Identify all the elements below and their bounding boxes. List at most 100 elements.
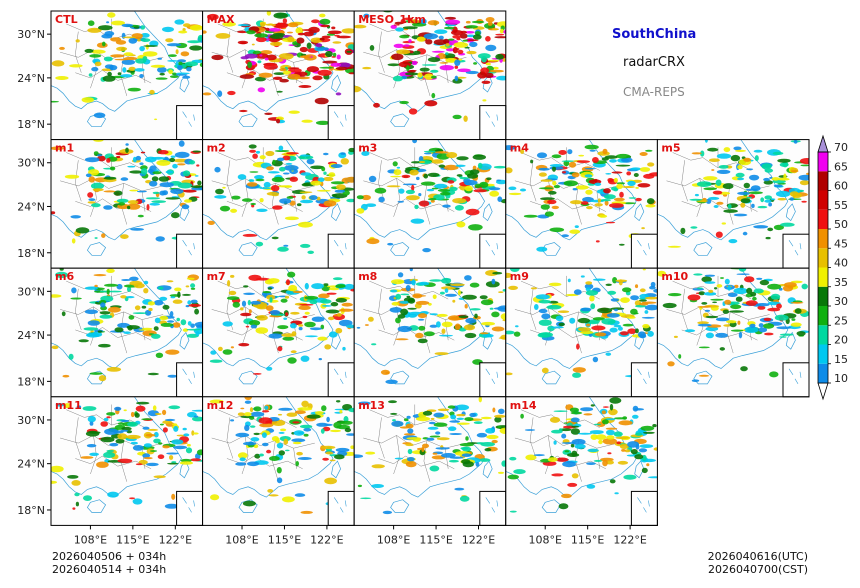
colorbar-segment: [818, 248, 828, 268]
panel-label: m3: [358, 142, 377, 155]
lat-tick-label: 18°N: [17, 375, 45, 388]
panel-label: m11: [55, 399, 82, 412]
south-china-sea-inset: [630, 490, 658, 526]
map-panel-m3: m3: [353, 139, 507, 269]
colorbar-segment: [818, 190, 828, 210]
coastline: [202, 139, 334, 241]
panel-label: MAX: [207, 13, 235, 26]
lat-tick-label: 24°N: [17, 458, 45, 471]
map-panel-m8: m8: [353, 267, 507, 398]
map-panel-max: MAX: [202, 10, 355, 141]
lon-tick-label: 108°E: [74, 533, 107, 546]
panel-label: m14: [510, 399, 537, 412]
south-china-sea-inset: [630, 362, 658, 398]
region-title: SouthChina: [612, 27, 697, 42]
colorbar-segment: [818, 286, 828, 306]
colorbar-tick-label: 65: [834, 160, 848, 173]
lon-tick-label: 115°E: [268, 533, 301, 546]
panel-label: m4: [510, 142, 529, 155]
colorbar-tick-label: 50: [834, 218, 848, 231]
map-panel-m7: m7: [202, 267, 355, 398]
colorbar-tick-label: 55: [834, 199, 848, 212]
colorbar-segment: [818, 267, 828, 287]
colorbar-low-extension: [817, 382, 829, 401]
coastline: [202, 11, 334, 112]
map-panel-m11: m11: [50, 396, 204, 526]
south-china-sea-inset: [176, 490, 204, 526]
product-title: radarCRX: [623, 55, 685, 70]
map-panel-m13: m13: [353, 396, 507, 526]
colorbar: 10 15 20 25 30 35 40 45 50 55 60 65 70: [817, 134, 848, 401]
lon-tick-label: 108°E: [225, 533, 258, 546]
lon-tick-label: 115°E: [419, 533, 452, 546]
colorbar-segment: [818, 152, 828, 172]
south-china-sea-inset: [479, 105, 507, 141]
init-time-cst: 2026040514 + 034h: [52, 563, 167, 576]
south-china-sea-inset: [479, 490, 507, 526]
panel-label: m7: [207, 270, 226, 283]
south-china-sea-inset: [327, 105, 355, 141]
valid-time-block: 2026040616(UTC) 2026040700(CST): [708, 550, 808, 576]
lat-tick-label: 30°N: [17, 414, 45, 427]
south-china-sea-inset: [327, 362, 355, 398]
init-time-block: 2026040506 + 034h 2026040514 + 034h: [52, 550, 166, 576]
south-china-sea-inset: [176, 362, 204, 398]
map-panel-m14: m14: [505, 396, 658, 526]
lon-tick-label: 122°E: [462, 533, 495, 546]
south-china-sea-inset: [176, 105, 204, 141]
lat-tick-label: 30°N: [17, 28, 45, 41]
system-title: CMA-REPS: [623, 85, 685, 99]
lat-tick-label: 24°N: [17, 72, 45, 85]
lon-tick-label: 108°E: [377, 533, 410, 546]
colorbar-high-extension: [817, 134, 829, 153]
coastline: [51, 11, 182, 112]
axis-ticks: 30°N 24°N 18°N 30°N 24°N 18°N 30°N 24°N 18°N 30°N…: [17, 28, 647, 546]
init-time-utc: 2026040506 + 034h: [52, 550, 167, 563]
lat-tick-label: 18°N: [17, 247, 45, 260]
colorbar-segment: [818, 171, 828, 191]
map-panel-meso_1km: MESO_1km: [353, 10, 507, 141]
panel-label: m1: [55, 142, 74, 155]
panel-label: CTL: [55, 13, 78, 26]
colorbar-tick-label: 60: [834, 180, 848, 193]
colorbar-tick-label: 10: [834, 372, 848, 385]
map-panel-m2: m2: [202, 139, 355, 269]
south-china-sea-inset: [630, 233, 658, 269]
colorbar-tick-label: 20: [834, 334, 848, 347]
map-panel-m9: m9: [505, 267, 658, 398]
panel-frame: [656, 267, 810, 398]
panel-grid: CTL MAX MESO_1km m1 m2 m3 m4 m5 m6 m7 m8 m9 m10 m11 m1…: [50, 10, 810, 526]
lon-tick-label: 122°E: [613, 533, 646, 546]
coastline: [354, 139, 486, 241]
valid-time-cst: 2026040700(CST): [708, 563, 808, 576]
valid-time-utc: 2026040616(UTC): [707, 550, 808, 563]
colorbar-tick-label: 30: [834, 295, 848, 308]
lat-tick-label: 30°N: [17, 285, 45, 298]
south-china-sea-inset: [327, 490, 355, 526]
colorbar-segment: [818, 306, 828, 326]
map-panel-m10: m10: [656, 267, 810, 398]
coastline: [202, 396, 334, 498]
colorbar-segment: [818, 229, 828, 249]
lat-tick-label: 24°N: [17, 329, 45, 342]
lon-tick-label: 122°E: [159, 533, 192, 546]
panel-label: m6: [55, 270, 74, 283]
colorbar-tick-label: 40: [834, 257, 848, 270]
lon-tick-label: 115°E: [116, 533, 149, 546]
south-china-sea-inset: [479, 362, 507, 398]
south-china-sea-inset: [479, 233, 507, 269]
lat-tick-label: 18°N: [17, 504, 45, 517]
lat-tick-label: 18°N: [17, 118, 45, 131]
lon-tick-label: 122°E: [310, 533, 343, 546]
coastline: [202, 268, 334, 369]
colorbar-tick-label: 35: [834, 276, 848, 289]
lon-tick-label: 108°E: [528, 533, 561, 546]
south-china-sea-inset: [782, 362, 810, 398]
panel-label: m13: [358, 399, 385, 412]
lat-tick-label: 24°N: [17, 200, 45, 213]
map-panel-m5: m5: [656, 139, 810, 269]
map-panel-m1: m1: [50, 139, 204, 269]
map-panel-m12: m12: [202, 396, 355, 526]
colorbar-tick-label: 70: [834, 141, 848, 154]
